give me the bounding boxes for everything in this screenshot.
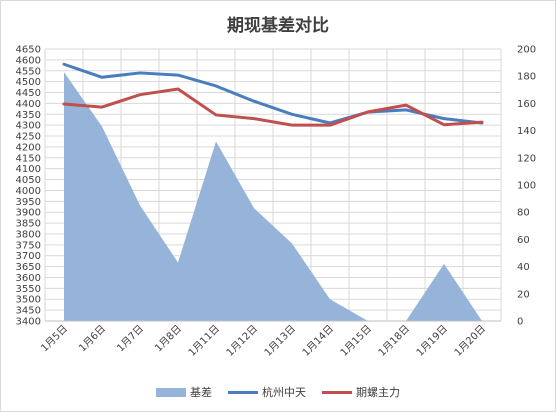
legend-item-futures: 期螺主力 [322, 384, 400, 400]
line-series [62, 62, 484, 127]
legend-swatch-basis [156, 387, 186, 397]
legend-item-basis: 基差 [156, 384, 212, 400]
y-left-tick-label: 3600 [16, 273, 41, 284]
x-tick-label: 1月13日 [262, 323, 298, 359]
y-left-tick-label: 3750 [16, 240, 41, 251]
y-right-tick-label: 180 [517, 72, 536, 83]
x-tick-label: 1月7日 [114, 323, 146, 355]
y-left-tick-label: 3500 [16, 295, 41, 306]
x-tick-label: 1月6日 [76, 323, 108, 355]
x-tick-label: 1月18日 [376, 323, 412, 359]
y-left-tick-label: 3900 [16, 208, 41, 219]
y-left-tick-label: 3800 [16, 229, 41, 240]
y-left-tick-label: 3850 [16, 219, 41, 230]
y-right-tick-label: 120 [517, 153, 536, 164]
y-left-tick-label: 4150 [16, 153, 41, 164]
x-tick-label: 1月19日 [414, 323, 450, 359]
y-left-tick-label: 4500 [16, 77, 41, 88]
y-left-tick-label: 3950 [16, 197, 41, 208]
y-right-tick-label: 200 [517, 45, 536, 56]
y-right-tick-label: 0 [517, 317, 523, 328]
y-left-tick-label: 4000 [16, 186, 41, 197]
chart-plot: 3400345035003550360036503700375038003850… [16, 45, 537, 359]
area-series-basis [64, 72, 482, 322]
y-right-tick-label: 160 [517, 99, 536, 110]
x-tick-label: 1月8日 [152, 323, 184, 355]
y-right-tick-label: 100 [517, 181, 536, 192]
x-tick-label: 1月12日 [224, 323, 260, 359]
legend-swatch-futures [322, 390, 352, 394]
x-tick-label: 1月15日 [338, 323, 374, 359]
y-left-tick-label: 3400 [16, 317, 41, 328]
x-tick-label: 1月5日 [38, 323, 70, 355]
legend: 基差 杭州中天 期螺主力 [1, 384, 555, 400]
y-left-tick-label: 4250 [16, 132, 41, 143]
y-left-tick-label: 3550 [16, 284, 41, 295]
x-tick-label: 1月14日 [300, 323, 336, 359]
y-left-tick-label: 3650 [16, 262, 41, 273]
y-right-tick-label: 40 [517, 262, 530, 273]
y-left-tick-label: 4450 [16, 88, 41, 99]
line-series-hangzhou [62, 62, 484, 125]
y-right-tick-label: 60 [517, 235, 530, 246]
x-tick-label: 1月11日 [186, 323, 222, 359]
line-series-futures [62, 87, 484, 127]
y-left-tick-label: 4350 [16, 110, 41, 121]
y-left-tick-label: 4300 [16, 121, 41, 132]
x-tick-label: 1月20日 [452, 323, 488, 359]
y-left-tick-label: 4550 [16, 66, 41, 77]
legend-label-hangzhou: 杭州中天 [262, 386, 306, 399]
legend-label-futures: 期螺主力 [356, 386, 400, 399]
y-right-tick-label: 80 [517, 208, 530, 219]
y-left-tick-label: 4050 [16, 175, 41, 186]
y-left-tick-label: 3700 [16, 251, 41, 262]
chart-title: 期现基差对比 [227, 16, 329, 36]
y-left-tick-label: 3450 [16, 306, 41, 317]
y-right-tick-label: 20 [517, 289, 530, 300]
y-left-tick-label: 4100 [16, 164, 41, 175]
legend-label-basis: 基差 [190, 386, 212, 399]
area-series [64, 72, 482, 322]
legend-item-hangzhou: 杭州中天 [228, 384, 306, 400]
y-left-tick-label: 4650 [16, 45, 41, 56]
y-left-tick-label: 4600 [16, 55, 41, 66]
y-left-tick-label: 4400 [16, 99, 41, 110]
y-left-tick-label: 4200 [16, 142, 41, 153]
y-right-tick-label: 140 [517, 126, 536, 137]
legend-swatch-hangzhou [228, 390, 258, 394]
